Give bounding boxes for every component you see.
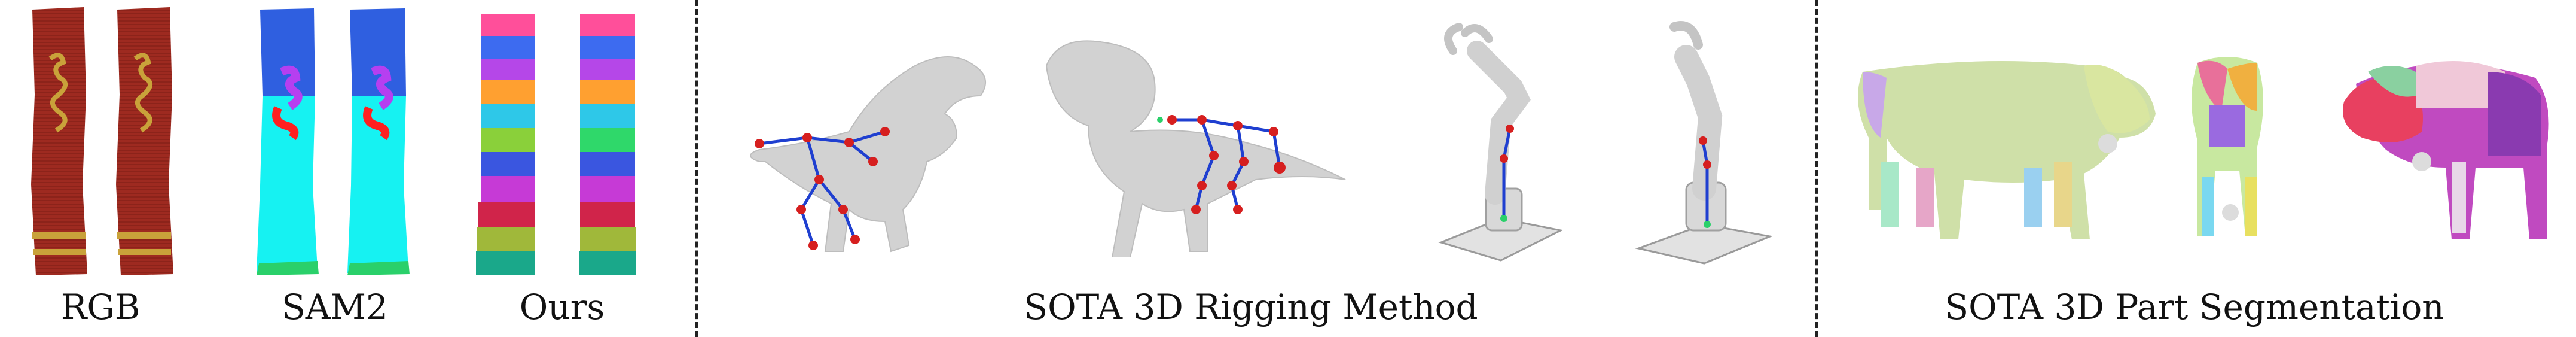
trex-mesh-2: [1040, 30, 1351, 257]
caption-part-segmentation: SOTA 3D Part Segmentation: [1945, 287, 2444, 327]
cow-segmentation-1: [1845, 42, 2168, 257]
robot-arm-mesh-1: [1429, 15, 1585, 266]
section-divider-1: [695, 0, 698, 337]
cow-segmentation-3: [2332, 48, 2559, 257]
caption-rigging: SOTA 3D Rigging Method: [1024, 287, 1478, 327]
caption-ours: Ours: [519, 287, 605, 327]
trex-mesh-1: [735, 30, 1023, 257]
ours-panel: [472, 12, 652, 281]
section-divider-2: [1815, 0, 1818, 337]
cow-segmentation-2: [2186, 51, 2275, 254]
rgb-panel: [24, 5, 179, 280]
caption-sam2: SAM2: [282, 287, 388, 327]
robot-arm-mesh-2: [1626, 15, 1782, 266]
sam2-panel: [248, 6, 422, 281]
caption-rgb: RGB: [60, 287, 141, 327]
